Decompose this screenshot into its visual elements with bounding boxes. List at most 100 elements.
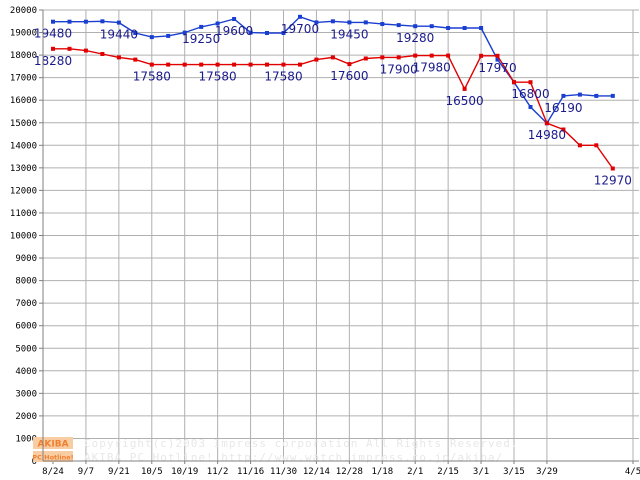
data-point-marker — [215, 62, 220, 67]
watermark-line-1: Copyright(c)2003 Impress corporation All… — [84, 437, 519, 450]
data-point-marker — [610, 93, 615, 98]
data-point-marker — [363, 20, 368, 25]
data-point-marker — [166, 33, 171, 38]
data-point-marker — [544, 121, 549, 126]
data-point-marker — [100, 19, 105, 24]
data-point-marker — [116, 55, 121, 60]
data-point-marker — [479, 53, 484, 58]
y-axis-tick-labels: 0100020003000400050006000700080009000100… — [10, 6, 43, 467]
data-point-marker — [495, 57, 500, 62]
y-axis-tick-label: 15000 — [10, 119, 37, 129]
data-point-marker — [314, 20, 319, 25]
data-point-label: 19440 — [100, 28, 138, 42]
data-point-marker — [199, 24, 204, 29]
data-point-marker — [51, 46, 55, 51]
data-point-marker — [429, 24, 434, 29]
x-axis-tick-label: 3/29 — [536, 467, 558, 477]
data-point-marker — [429, 53, 434, 58]
data-point-marker — [265, 62, 269, 67]
data-point-marker — [594, 93, 599, 98]
data-point-marker — [182, 62, 187, 67]
x-axis-tick-label: 10/5 — [141, 467, 163, 477]
data-point-marker — [281, 62, 286, 67]
data-point-marker — [380, 22, 385, 26]
data-point-label: 19450 — [330, 27, 368, 41]
data-point-marker — [83, 48, 88, 53]
data-point-marker — [281, 31, 286, 35]
vertical-gridlines — [85, 10, 634, 461]
x-axis-tick-label: 2/15 — [437, 467, 459, 477]
data-point-marker — [298, 62, 302, 67]
y-axis-tick-label: 7000 — [15, 299, 37, 309]
y-axis-tick-label: 11000 — [10, 209, 37, 219]
y-axis-tick-label: 1000 — [15, 434, 37, 444]
data-point-marker — [396, 23, 401, 28]
data-point-label: 17580 — [133, 70, 171, 84]
data-point-label: 16190 — [544, 101, 582, 115]
data-point-marker — [265, 31, 269, 35]
data-point-marker — [314, 57, 319, 62]
data-point-marker — [479, 26, 484, 30]
x-axis-tick-label: 10/19 — [171, 467, 198, 477]
x-axis-tick-label: 4/5 — [625, 467, 640, 477]
y-axis-tick-label: 17000 — [10, 74, 37, 84]
x-axis-tick-label: 11/2 — [207, 467, 229, 477]
data-point-label: 14980 — [528, 128, 566, 142]
data-point-marker — [594, 143, 599, 148]
data-point-marker — [232, 17, 237, 21]
x-axis-tick-label: 2/1 — [407, 467, 423, 477]
y-axis-tick-label: 18000 — [10, 51, 37, 61]
x-axis-tick-label: 8/24 — [42, 467, 64, 477]
data-point-label: 17580 — [199, 70, 237, 84]
data-point-marker — [528, 80, 533, 85]
watermark-line-2: AKIBA PC Hotline! http://www.watch.impre… — [84, 451, 503, 464]
data-point-marker — [512, 80, 516, 85]
data-point-marker — [577, 92, 582, 97]
axes — [42, 10, 639, 462]
y-axis-tick-label: 9000 — [15, 254, 37, 264]
data-point-marker — [83, 19, 88, 24]
data-point-marker — [380, 55, 385, 60]
data-point-label: 17900 — [380, 62, 418, 76]
data-point-label: 17580 — [264, 70, 302, 84]
data-point-label: 19280 — [396, 31, 434, 45]
data-point-marker — [413, 53, 418, 58]
data-point-label: 17970 — [478, 61, 516, 75]
data-point-label: 17980 — [413, 61, 451, 75]
x-axis-tick-label: 9/21 — [108, 467, 130, 477]
y-axis-tick-label: 5000 — [15, 344, 37, 354]
data-series-layer — [51, 14, 615, 171]
y-axis-tick-label: 8000 — [15, 277, 37, 287]
data-point-marker — [67, 46, 72, 51]
data-point-marker — [330, 19, 335, 24]
data-point-marker — [182, 30, 187, 35]
y-axis-tick-label: 16000 — [10, 96, 37, 106]
y-axis-tick-label: 14000 — [10, 141, 37, 151]
x-axis-tick-label: 11/16 — [237, 467, 264, 477]
y-axis-tick-label: 19000 — [10, 29, 37, 39]
y-axis-tick-label: 4000 — [15, 367, 37, 377]
data-point-marker — [248, 30, 253, 35]
data-point-label: 16800 — [511, 87, 549, 101]
data-point-marker — [133, 57, 138, 62]
data-point-label: 19250 — [182, 32, 220, 46]
data-point-marker — [610, 166, 615, 171]
data-point-marker — [462, 86, 467, 91]
horizontal-gridlines — [43, 9, 639, 439]
data-point-marker — [149, 62, 154, 67]
data-point-label: 17600 — [330, 69, 368, 83]
y-axis-tick-label: 13000 — [10, 164, 37, 174]
x-axis-tick-labels: 8/24 9/7 9/21 10/5 10/19 11/2 11/16 11/30 12/14 1… — [42, 461, 640, 477]
data-point-marker — [67, 19, 72, 24]
data-point-marker — [446, 26, 451, 30]
x-axis-tick-label: 3/15 — [503, 467, 525, 477]
data-point-marker — [51, 19, 55, 24]
data-point-label: 19480 — [34, 27, 72, 41]
data-point-marker — [232, 62, 237, 67]
data-point-marker — [577, 143, 582, 148]
y-axis-tick-label: 20000 — [10, 6, 37, 16]
y-axis-tick-label: 6000 — [15, 322, 37, 332]
